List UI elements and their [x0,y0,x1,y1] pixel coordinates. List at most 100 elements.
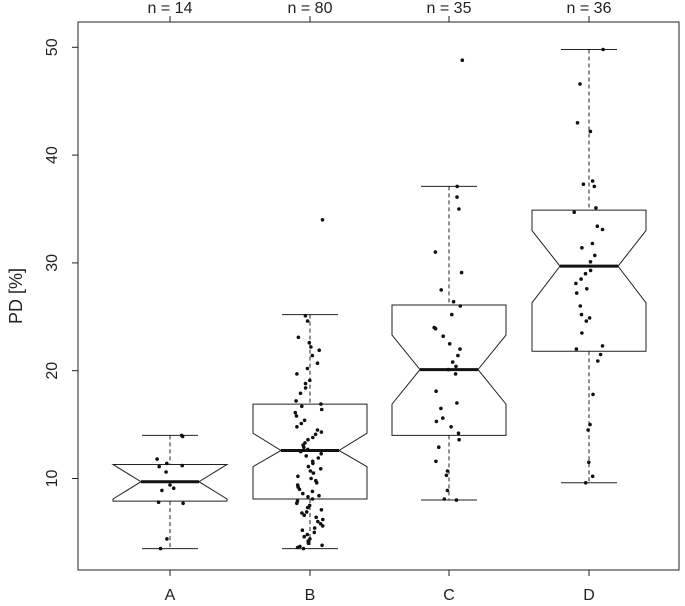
data-point [295,501,299,506]
data-point [303,313,308,318]
plot-frame [77,21,680,571]
y-tick-label: 20 [44,362,61,380]
data-point [572,210,576,214]
y-tick-label: 10 [44,470,61,488]
data-point [455,401,459,405]
data-point [305,319,310,323]
data-point [311,435,315,440]
x-axis: A B C D [165,570,595,604]
x-tick-label: D [583,587,595,604]
data-point [155,457,159,461]
data-point [306,541,311,545]
data-point [165,461,169,466]
data-point [309,345,313,349]
data-point [311,471,316,475]
data-point [304,454,309,458]
data-point [308,469,313,473]
data-point [156,500,161,505]
data-point [574,291,579,295]
y-tick-label: 30 [44,254,61,272]
data-point [295,372,299,376]
data-point [317,348,322,353]
data-point [302,445,306,450]
data-point [180,434,185,439]
data-point [459,270,464,275]
data-point [457,437,461,442]
data-point [298,449,303,454]
data-point [305,532,310,537]
data-point [160,488,164,493]
data-point [583,271,588,276]
data-point [300,404,304,409]
data-point [309,476,313,481]
boxes-layer [111,48,647,550]
data-point [303,381,308,386]
data-point [319,451,324,456]
y-axis: 10 20 30 40 50 [44,38,78,487]
data-point [320,524,325,528]
data-point [308,378,312,383]
data-point [321,517,325,522]
data-point [441,416,445,420]
data-point [301,491,305,496]
data-point [304,510,309,514]
data-point [316,456,321,460]
data-point [433,326,438,331]
data-point [588,422,592,427]
data-point [601,47,605,52]
data-point [165,537,169,541]
data-point [590,179,595,183]
data-point [456,431,461,436]
data-point [588,268,593,273]
data-point [318,467,323,471]
data-point [313,432,318,437]
data-point [450,312,454,317]
data-point [579,277,583,281]
n-count-label: n = 35 [427,0,472,17]
data-point [302,534,307,539]
data-point [594,206,598,210]
data-point [320,218,325,222]
data-point [312,526,317,530]
data-point [307,340,312,345]
data-point [298,391,303,396]
data-point [297,487,302,492]
data-point [314,515,319,520]
data-point [319,430,324,434]
data-point [314,481,319,485]
data-point [585,287,589,291]
data-point [588,260,593,264]
data-point [319,407,324,412]
data-point [311,461,315,466]
data-point [181,501,185,506]
data-point [294,414,299,418]
data-point [592,184,597,189]
data-point [301,546,306,551]
n-count-label: n = 36 [567,0,612,17]
data-point [449,425,453,429]
data-point [591,392,595,397]
data-point [437,445,441,450]
data-point [442,497,447,501]
data-point [305,505,310,510]
data-point [319,402,323,406]
top-axis: n = 14 n = 80 n = 35 n = 36 [148,0,612,22]
data-point [580,246,584,250]
data-point [593,253,597,258]
data-point [574,281,578,286]
data-point [302,418,307,423]
data-point [454,364,458,369]
data-point [434,389,438,394]
data-point [575,121,580,125]
data-point [306,437,310,442]
notched-box [531,209,647,352]
data-point [598,352,603,357]
data-point [453,372,458,376]
data-point [171,486,176,491]
data-point [317,493,321,498]
data-point [458,347,462,351]
data-point [310,497,315,501]
data-point [434,419,439,424]
points-layer [155,47,605,551]
data-point [439,288,444,292]
